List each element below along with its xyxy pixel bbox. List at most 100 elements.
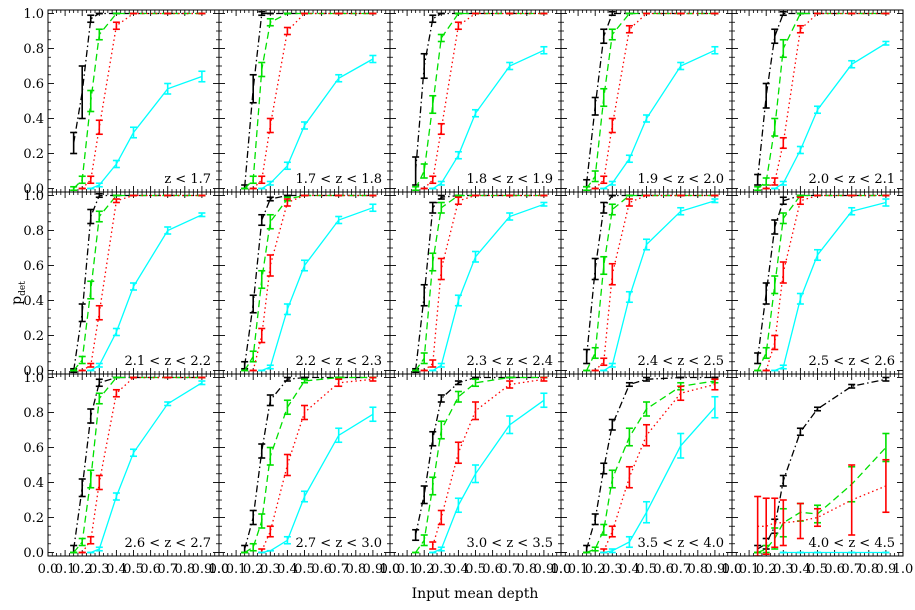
series-1-errorbar [429,14,437,24]
series-3-errorbar [779,499,787,547]
series-4-line [603,406,716,554]
series-1-errorbar [266,196,274,202]
series-3-line [757,485,887,527]
series-3-errorbar [301,404,308,421]
panel-data [754,194,890,372]
panel-label: 1.9 < z < 2.0 [637,172,724,187]
series-3-errorbar [95,304,103,321]
series-4-errorbar [283,303,291,316]
series-3-errorbar [814,507,821,528]
series-4-errorbar [95,362,103,368]
panel-label: 3.0 < z < 3.5 [466,536,553,551]
series-1-errorbar [771,28,779,45]
series-3-errorbar [762,497,770,556]
panel-label: 2.7 < z < 3.0 [295,536,382,551]
series-3-errorbar [796,196,804,206]
y-tick-label: 0.6 [23,259,44,274]
series-4-errorbar [198,70,206,83]
panel-frame [218,191,391,375]
series-3-errorbar [771,497,779,549]
panel-label: 1.7 < z < 1.8 [295,172,382,187]
series-3-errorbar [779,261,787,284]
panel-frame [731,373,904,557]
series-2-line [586,380,715,554]
x-tick-label: 0.9 [705,562,726,577]
series-3-errorbar [112,198,120,204]
series-2-line [586,194,715,371]
series-4-errorbar [112,492,120,501]
series-4-errorbar [625,154,633,164]
series-4-errorbar [437,546,445,552]
y-tick-label: 0.6 [23,77,44,92]
x-tick-label: 0.5 [807,562,828,577]
series-3-errorbar [625,24,633,34]
series-3-errorbar [112,21,120,31]
series-3-errorbar [608,262,616,286]
panel-3: 1.8 < z < 1.9 [389,9,562,193]
series-4-errorbar [164,82,172,95]
series-2-errorbar [437,420,445,440]
series-3-errorbar [643,423,650,447]
series-1-line [756,12,886,180]
panel-label: 2.5 < z < 2.6 [808,354,895,369]
series-1-errorbar [814,406,821,412]
series-3-errorbar [335,378,343,388]
x-tick-label: 0.0 [551,562,572,577]
panel-label: 2.6 < z < 2.7 [124,536,211,551]
series-1-errorbar [454,380,462,386]
series-4-line [261,58,374,190]
series-2-errorbar [472,378,479,388]
series-1-errorbar [608,10,616,17]
series-4-errorbar [266,364,274,370]
series-3-errorbar [437,257,445,281]
x-tick-label: 0.7 [499,562,520,577]
series-4-errorbar [643,238,650,251]
series-1-line [414,376,544,536]
series-1-errorbar [625,381,633,388]
series-1-errorbar [258,213,266,227]
panel-grid: z < 1.7 1.7 < z < 1.8 1.8 < z < 1.9 1.9 < z… [47,9,904,557]
series-4-errorbar [848,59,856,69]
series-4-errorbar [454,294,462,307]
series-1-errorbar [591,257,599,281]
y-tick-label: 1.0 [23,7,44,22]
y-tick-label: 0.6 [23,441,44,456]
panel-15: 4.0 < z < 4.5 [731,373,904,557]
series-4-errorbar [130,126,137,139]
series-2-errorbar [283,399,291,416]
series-2-errorbar [643,401,650,417]
series-3-errorbar [779,136,787,150]
series-4-errorbar [643,500,650,524]
y-tick-label: 0.4 [23,294,44,309]
series-1-errorbar [78,303,86,323]
series-1-line [585,376,715,550]
series-3-errorbar [266,254,274,277]
series-4-line [432,399,545,554]
panel-data [412,194,548,374]
y-tick-label: 0.2 [23,511,44,526]
x-tick-label: 1.0 [209,562,230,577]
x-tick-label: 0.6 [311,562,332,577]
series-2-errorbar [266,213,274,230]
series-3-errorbar [506,380,514,389]
series-4-errorbar [540,392,548,409]
series-4-errorbar [814,105,821,115]
series-3-errorbar [283,198,291,207]
series-4-errorbar [643,114,650,123]
x-tick-label: 1.0 [893,562,914,577]
x-tick-labels: 0.00.10.20.30.40.50.60.70.80.91.00.00.10… [38,562,914,577]
x-tick-label: 0.4 [277,562,298,577]
panel-8: 2.3 < z < 2.4 [389,191,562,375]
series-1-errorbar [796,427,804,437]
series-4-line [603,200,716,372]
series-2-errorbar [882,432,890,463]
y-tick-label: 1.0 [23,371,44,386]
series-1-errorbar [420,52,428,80]
series-3-errorbar [87,535,95,545]
svg-text:pdet: pdet [9,281,28,305]
series-3-errorbar [283,26,291,36]
series-2-errorbar [779,38,787,59]
x-tick-label: 0.1 [226,562,247,577]
panel-2: 1.7 < z < 1.8 [218,9,391,193]
series-2-line [415,376,544,553]
